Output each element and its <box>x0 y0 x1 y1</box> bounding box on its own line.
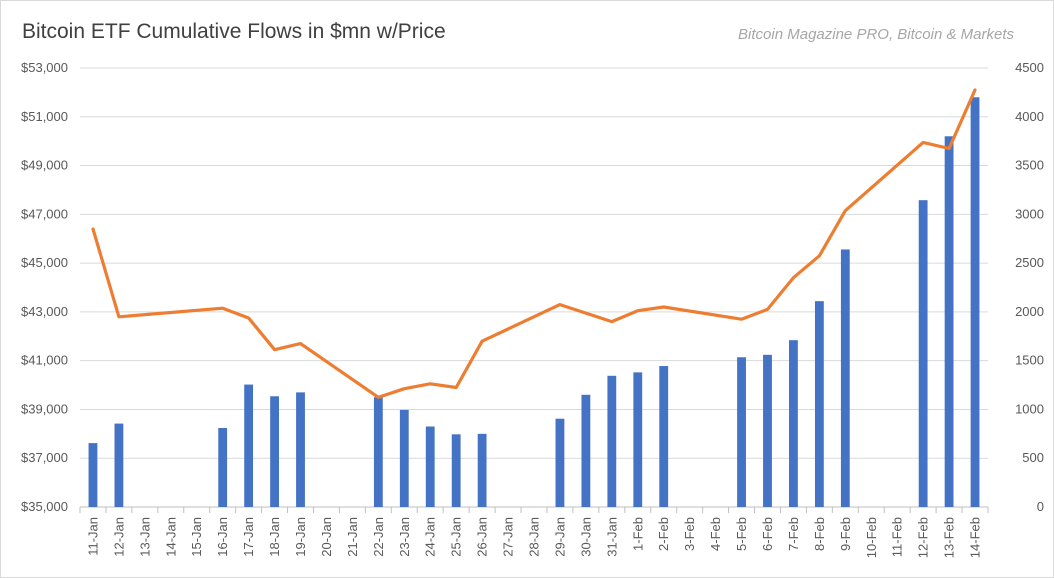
x-tick-label: 26-Jan <box>475 517 490 557</box>
x-tick-label: 19-Jan <box>293 517 308 557</box>
x-tick-label: 4-Feb <box>708 517 723 551</box>
y-left-tick-label: $41,000 <box>21 353 68 368</box>
flow-bar <box>607 375 617 507</box>
x-tick-label: 23-Jan <box>397 517 412 557</box>
flow-bar <box>944 136 954 508</box>
x-tick-label: 2-Feb <box>656 517 671 551</box>
x-tick-label: 13-Feb <box>942 517 957 558</box>
x-tick-label: 6-Feb <box>760 517 775 551</box>
x-tick-label: 8-Feb <box>812 517 827 551</box>
flow-bar <box>218 427 228 507</box>
y-right-tick-label: 2500 <box>1015 255 1044 270</box>
flow-bar <box>477 433 487 507</box>
x-tick-label: 10-Feb <box>864 517 879 558</box>
x-tick-label: 13-Jan <box>137 517 152 557</box>
x-tick-label: 22-Jan <box>371 517 386 557</box>
x-tick-label: 7-Feb <box>786 517 801 551</box>
flow-bar <box>270 396 279 507</box>
x-tick-label: 30-Jan <box>578 517 593 557</box>
x-tick-label: 20-Jan <box>319 517 334 557</box>
flow-bar <box>763 354 772 507</box>
flow-bar <box>633 372 643 507</box>
y-left-tick-label: $51,000 <box>21 109 68 124</box>
flow-bar <box>814 301 824 507</box>
y-left-tick-label: $39,000 <box>21 401 68 416</box>
x-tick-label: 5-Feb <box>734 517 749 551</box>
x-tick-label: 9-Feb <box>838 517 853 551</box>
y-right-tick-label: 4000 <box>1015 109 1044 124</box>
x-tick-label: 25-Jan <box>449 517 464 557</box>
x-tick-label: 3-Feb <box>682 517 697 551</box>
flow-bar <box>114 423 124 507</box>
x-tick-label: 21-Jan <box>345 517 360 557</box>
y-right-tick-label: 1000 <box>1015 401 1044 416</box>
x-tick-label: 18-Jan <box>267 517 282 557</box>
x-axis: 11-Jan 12-Jan 13-Jan 14-Jan 15-Jan 16-Jan 17-J… <box>79 507 989 558</box>
flow-bar <box>296 392 305 507</box>
flow-bar <box>425 426 435 507</box>
gridlines <box>80 67 988 508</box>
y-right-tick-label: 2000 <box>1015 304 1044 319</box>
y-right-tick-label: 1500 <box>1015 353 1044 368</box>
flow-bar <box>737 357 746 507</box>
x-tick-label: 24-Jan <box>423 517 438 557</box>
flow-bar <box>581 394 591 507</box>
x-tick-label: 28-Jan <box>527 517 542 557</box>
flow-bar <box>88 443 98 507</box>
y-left-tick-label: $47,000 <box>21 206 68 221</box>
x-tick-label: 27-Jan <box>501 517 516 557</box>
y-right-tick-label: 4500 <box>1015 60 1044 75</box>
y-left-tick-label: $37,000 <box>21 450 68 465</box>
x-tick-label: 31-Jan <box>604 517 619 557</box>
flow-bar <box>840 249 850 507</box>
flow-bar <box>918 200 928 507</box>
x-tick-label: 1-Feb <box>630 517 645 551</box>
y-right-tick-label: 3000 <box>1015 206 1044 221</box>
y-left-tick-label: $53,000 <box>21 60 68 75</box>
x-tick-label: 16-Jan <box>215 517 230 557</box>
price-line-path <box>91 88 977 399</box>
chart-title: Bitcoin ETF Cumulative Flows in $mn w/Pr… <box>22 20 446 43</box>
x-tick-label: 12-Jan <box>111 517 126 557</box>
y-left-tick-label: $35,000 <box>21 499 68 514</box>
x-tick-label: 14-Jan <box>163 517 178 557</box>
y-right-tick-label: 500 <box>1022 450 1044 465</box>
flow-bar <box>789 340 798 507</box>
x-tick-label: 29-Jan <box>552 517 567 557</box>
y-right-tick-label: 3500 <box>1015 158 1044 173</box>
flow-bar <box>399 409 409 507</box>
flow-bar <box>451 434 461 507</box>
flow-bar <box>659 366 669 507</box>
y-left-tick-label: $49,000 <box>21 158 68 173</box>
flow-bar <box>970 97 980 508</box>
flow-bar <box>244 384 254 507</box>
flow-bar <box>555 418 565 507</box>
chart-source: Bitcoin Magazine PRO, Bitcoin & Markets <box>738 26 1014 43</box>
x-tick-label: 11-Feb <box>890 517 905 557</box>
y-axis-left: $35,000 $37,000 $39,000 $41,000 $43,000 $45,0… <box>21 60 68 514</box>
x-tick-label: 12-Feb <box>916 517 931 558</box>
y-right-tick-label: 0 <box>1037 499 1044 514</box>
x-tick-label: 15-Jan <box>189 517 204 557</box>
price-line <box>91 88 977 399</box>
y-left-tick-label: $45,000 <box>21 255 68 270</box>
x-tick-label: 17-Jan <box>241 517 256 557</box>
flow-bar <box>373 397 383 507</box>
x-tick-label: 14-Feb <box>968 517 983 558</box>
y-left-tick-label: $43,000 <box>21 304 68 319</box>
x-tick-label: 11-Jan <box>86 517 101 556</box>
y-axis-right: 0 500 1000 1500 2000 2500 3000 3500 4000 4500 <box>1015 60 1044 514</box>
flow-bars <box>88 97 980 508</box>
